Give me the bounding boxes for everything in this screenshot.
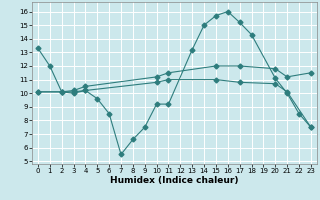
X-axis label: Humidex (Indice chaleur): Humidex (Indice chaleur) xyxy=(110,176,239,185)
